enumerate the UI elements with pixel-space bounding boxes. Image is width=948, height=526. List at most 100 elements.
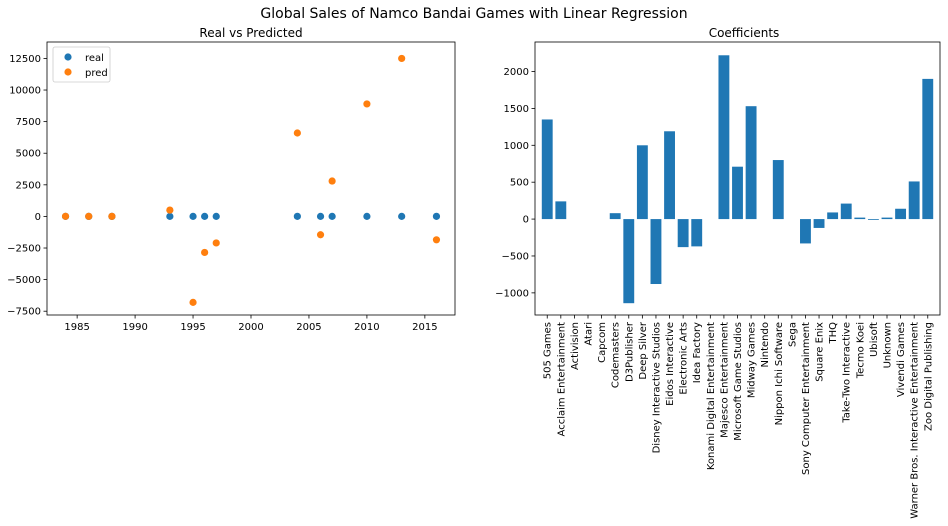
x-category-label: Eidos Interactive [665, 322, 676, 406]
bar-disney-interactive-studios [650, 219, 662, 285]
y-tick-label: −1000 [495, 288, 529, 299]
y-tick-label: −2500 [7, 244, 41, 255]
y-tick-label: 7500 [16, 117, 41, 128]
x-category-label: Zoo Digital Publishing [923, 322, 934, 431]
x-category-label: Ubisoft [869, 322, 880, 357]
bar-warner-bros-interactive-entertainment [908, 181, 920, 220]
legend-pred-label: pred [85, 68, 108, 79]
y-tick-label: 1500 [504, 104, 529, 115]
x-category-label: Disney Interactive Studios [651, 322, 662, 453]
x-tick-label: 2000 [238, 322, 263, 333]
x-tick-label: 1985 [64, 322, 89, 333]
x-category-label: Midway Games [747, 322, 758, 398]
y-tick-label: 0 [35, 212, 41, 223]
legend-real-marker [64, 53, 72, 61]
x-category-label: Sega [787, 322, 798, 347]
bar-thq [827, 212, 839, 220]
scatter-point-pred [201, 248, 209, 257]
bar-vivendi-games [895, 208, 907, 220]
scatter-point-pred [432, 236, 441, 244]
x-tick-label: 2005 [296, 322, 321, 333]
x-category-label: Microsoft Game Studios [733, 322, 744, 441]
y-tick-label: 1000 [504, 141, 529, 152]
x-category-label: 505 Games [543, 322, 554, 379]
scatter-point-real [293, 212, 301, 220]
bar-chart: Coefficients −1000 −500 0 500 1000 1500 2000 50… [495, 26, 941, 519]
scatter-points [61, 54, 441, 306]
scatter-point-pred [316, 231, 325, 239]
scatter-point-real [328, 212, 336, 220]
x-category-label: Vivendi Games [896, 322, 907, 397]
y-tick-label: 10000 [9, 86, 41, 97]
bar-microsoft-game-studios [732, 166, 743, 220]
scatter-chart-title: Real vs Predicted [199, 26, 302, 40]
scatter-point-real [398, 212, 406, 220]
scatter-plot-frame [46, 41, 456, 316]
x-category-label: Nippon Ichi Software [774, 322, 785, 425]
x-category-label: Konami Digital Entertainment [706, 322, 717, 470]
x-category-label: Electronic Arts [679, 322, 690, 395]
bar-nippon-ichi-software [772, 160, 784, 220]
bar-tecmo-koei [854, 217, 866, 220]
y-tick-label: −500 [502, 251, 529, 262]
x-tick-label: 2010 [354, 322, 379, 333]
x-category-label: Square Enix [815, 322, 826, 382]
scatter-legend: real pred [52, 46, 111, 83]
legend-real-label: real [85, 53, 104, 64]
scatter-point-real [189, 212, 197, 220]
bar-sony-computer-entertainment [800, 219, 811, 244]
figure-title: Global Sales of Namco Bandai Games with … [260, 6, 687, 22]
y-tick-label: −7500 [7, 307, 41, 318]
scatter-point-pred [108, 212, 116, 220]
scatter-chart: Real vs Predicted 1985 1990 1995 2000 2005 20… [7, 26, 456, 333]
bar-codemasters [609, 213, 621, 220]
bar-505-games [541, 119, 553, 220]
bar-square-enix [813, 219, 825, 228]
x-category-label: Warner Bros. Interactive Entertainment [910, 322, 921, 519]
y-tick-label: 2000 [504, 67, 529, 78]
scatter-point-pred [61, 212, 70, 220]
bar-midway-games [745, 106, 757, 220]
scatter-point-real [201, 212, 209, 220]
x-tick-label: 1990 [122, 322, 147, 333]
scatter-point-real [316, 212, 325, 220]
bar-take-two-interactive [840, 203, 852, 220]
x-category-label: Activision [570, 322, 581, 370]
y-tick-label: 0 [523, 215, 529, 226]
bar-d3publisher [623, 219, 635, 304]
scatter-ticks: 1985 1990 1995 2000 2005 2010 2015 −7500 −5000 −2… [7, 54, 437, 333]
bar-majesco-entertainment [718, 55, 730, 220]
bar-zoo-digital-publishing [922, 78, 934, 220]
scatter-point-pred [212, 239, 220, 247]
scatter-point-real [212, 212, 220, 220]
bar-marks [541, 55, 934, 304]
x-category-label: Codemasters [611, 322, 622, 388]
bar-eidos-interactive [664, 131, 675, 220]
scatter-point-real [166, 212, 174, 220]
scatter-point-pred [328, 177, 336, 185]
x-category-label: Deep Silver [638, 321, 649, 380]
bar-idea-factory [691, 219, 703, 247]
scatter-point-pred [363, 100, 371, 108]
scatter-point-pred [293, 129, 301, 137]
scatter-point-pred [189, 298, 197, 306]
scatter-point-pred [166, 206, 174, 214]
y-tick-label: −5000 [7, 275, 41, 286]
bar-deep-silver [636, 145, 648, 220]
x-category-label: Majesco Entertainment [719, 322, 730, 438]
scatter-point-pred [398, 54, 406, 63]
x-category-label: Tecmo Koei [855, 322, 866, 379]
bar-ubisoft [867, 219, 879, 220]
x-category-label: Unknown [882, 322, 893, 368]
x-category-label: Acclaim Entertainment [556, 322, 567, 437]
bar-acclaim-entertainment [555, 201, 567, 220]
bar-unknown [881, 217, 893, 220]
bar-ticks: −1000 −500 0 500 1000 1500 2000 505 Games Acclai… [495, 67, 934, 519]
y-tick-label: 5000 [16, 149, 41, 160]
x-category-label: Sony Computer Entertainment [801, 322, 812, 475]
y-tick-label: 12500 [9, 54, 41, 65]
x-category-label: Capcom [597, 322, 608, 363]
legend-pred-marker [64, 68, 72, 76]
x-category-label: Idea Factory [692, 322, 703, 383]
